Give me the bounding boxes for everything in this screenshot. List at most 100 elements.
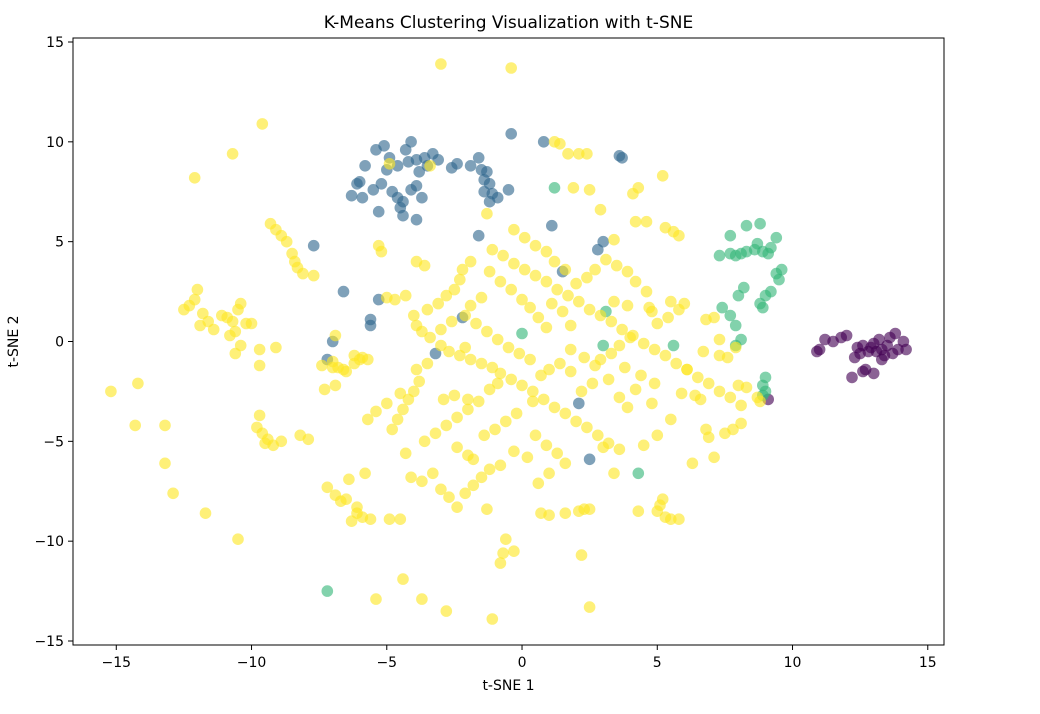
data-point-cluster-2: [754, 217, 766, 230]
data-point-cluster-3: [681, 363, 693, 376]
data-point-cluster-3: [486, 243, 499, 256]
data-point-cluster-3: [191, 283, 204, 296]
data-point-cluster-3: [167, 487, 179, 500]
data-point-cluster-3: [232, 533, 244, 545]
data-point-cluster-3: [435, 58, 447, 70]
data-point-cluster-3: [575, 549, 588, 561]
y-axis-label: t-SNE 2: [6, 315, 22, 367]
data-point-cluster-3: [629, 383, 642, 396]
data-point-cluster-3: [740, 381, 753, 394]
x-axis-ticks: −15 −10 −5 0 5 10 15: [102, 645, 937, 671]
data-point-cluster-3: [483, 463, 496, 476]
data-point-cluster-3: [713, 385, 726, 398]
data-point-cluster-3: [489, 423, 501, 436]
data-point-cluster-3: [470, 317, 482, 330]
data-point-cluster-3: [440, 419, 453, 432]
data-point-cluster-1: [573, 397, 585, 410]
data-point-cluster-3: [224, 329, 236, 342]
data-point-cluster-3: [370, 593, 382, 605]
data-point-cluster-3: [481, 207, 493, 220]
data-point-cluster-3: [573, 295, 585, 308]
data-point-cluster-0: [867, 337, 880, 350]
data-point-cluster-3: [462, 403, 474, 416]
data-point-cluster-3: [721, 351, 734, 364]
data-point-cluster-3: [673, 513, 685, 525]
data-point-cluster-2: [632, 467, 645, 480]
data-point-cluster-3: [316, 359, 328, 372]
data-point-cluster-3: [483, 265, 496, 278]
data-point-cluster-3: [270, 341, 282, 354]
data-point-cluster-1: [405, 136, 417, 148]
data-point-cluster-1: [505, 128, 517, 140]
scatter-points: [105, 58, 912, 625]
data-point-cluster-3: [472, 395, 485, 408]
y-tick-label: 5: [55, 235, 64, 251]
data-point-cluster-3: [337, 363, 350, 376]
data-point-cluster-3: [129, 419, 141, 432]
data-point-cluster-3: [505, 373, 517, 386]
data-point-cluster-3: [475, 357, 488, 370]
data-point-cluster-3: [573, 148, 585, 160]
data-point-cluster-3: [535, 369, 547, 382]
data-point-cluster-2: [548, 182, 561, 194]
data-point-cluster-1: [478, 174, 491, 186]
data-point-cluster-3: [629, 275, 642, 288]
data-point-cluster-2: [751, 237, 764, 250]
data-point-cluster-1: [353, 176, 366, 188]
data-point-cluster-3: [443, 491, 455, 504]
data-point-cluster-3: [567, 182, 580, 194]
data-point-cluster-3: [605, 315, 618, 328]
data-point-cluster-3: [505, 62, 517, 74]
data-point-cluster-3: [413, 375, 426, 388]
data-point-cluster-2: [516, 327, 528, 340]
data-point-cluster-3: [234, 297, 247, 310]
data-point-cluster-3: [421, 357, 434, 370]
data-point-cluster-3: [540, 275, 553, 288]
data-point-cluster-3: [394, 513, 407, 525]
data-point-cluster-3: [651, 429, 664, 442]
x-axis-label: t-SNE 1: [482, 678, 534, 694]
data-point-cluster-1: [410, 213, 423, 226]
data-point-cluster-3: [621, 299, 634, 312]
data-point-cluster-3: [570, 277, 582, 290]
data-point-cluster-1: [416, 191, 428, 204]
data-point-cluster-3: [394, 387, 407, 400]
data-point-cluster-3: [456, 263, 469, 276]
data-point-cluster-1: [613, 150, 626, 162]
data-point-cluster-3: [537, 393, 550, 406]
data-point-cluster-1: [356, 191, 369, 204]
data-point-cluster-3: [692, 371, 704, 384]
data-point-cluster-0: [848, 351, 861, 364]
data-point-cluster-1: [364, 319, 377, 332]
data-point-cluster-3: [532, 311, 545, 324]
data-point-cluster-3: [348, 349, 361, 362]
data-point-cluster-3: [543, 467, 555, 480]
data-point-cluster-1: [464, 160, 477, 172]
data-point-cluster-3: [253, 343, 266, 356]
data-point-cluster-3: [454, 273, 466, 286]
data-point-cluster-3: [321, 481, 334, 494]
data-point-cluster-3: [613, 339, 626, 352]
x-tick-label: 10: [784, 655, 802, 671]
data-point-cluster-3: [564, 319, 577, 332]
data-point-cluster-3: [583, 303, 596, 316]
data-point-cluster-1: [537, 136, 550, 148]
data-point-cluster-3: [448, 389, 461, 402]
data-point-cluster-3: [500, 533, 512, 545]
data-point-cluster-0: [846, 371, 858, 384]
data-point-cluster-1: [472, 229, 485, 242]
data-point-cluster-3: [226, 148, 239, 160]
data-point-cluster-3: [564, 343, 577, 356]
data-point-cluster-3: [570, 415, 582, 428]
data-point-cluster-3: [343, 473, 355, 486]
data-point-cluster-3: [302, 433, 315, 446]
data-point-cluster-3: [518, 263, 531, 276]
data-point-cluster-3: [467, 453, 480, 466]
data-point-cluster-3: [727, 423, 739, 436]
data-point-cluster-2: [729, 319, 742, 332]
data-point-cluster-3: [516, 293, 528, 306]
data-point-cluster-3: [481, 325, 493, 338]
data-point-cluster-3: [408, 385, 420, 398]
data-point-cluster-0: [819, 333, 831, 346]
data-point-cluster-3: [702, 377, 715, 390]
